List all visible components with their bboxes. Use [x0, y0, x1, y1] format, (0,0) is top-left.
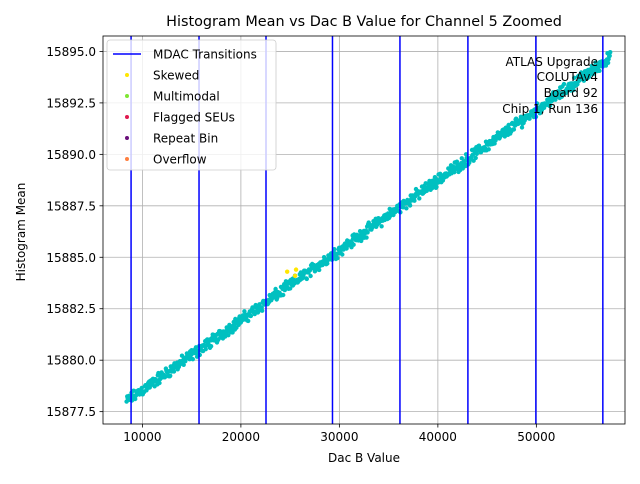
y-tick-label: 15887.5 — [46, 199, 96, 213]
x-tick-label: 10000 — [123, 430, 161, 444]
legend-marker-swatch — [125, 94, 129, 98]
data-point — [273, 286, 278, 292]
data-point — [597, 68, 602, 74]
annotation-line-1: ATLAS Upgrade — [505, 55, 598, 69]
data-point — [364, 235, 369, 240]
skewed-point — [293, 267, 299, 272]
data-point — [325, 261, 330, 266]
legend-box — [106, 39, 277, 171]
data-point — [181, 362, 186, 367]
legend-label: Overflow — [153, 153, 207, 167]
data-point — [412, 198, 417, 203]
data-point — [304, 276, 309, 282]
data-point — [400, 205, 406, 210]
data-point — [591, 70, 597, 76]
data-point — [511, 127, 517, 132]
x-tick-label: 30000 — [320, 430, 358, 444]
y-tick-label: 15890.0 — [46, 148, 96, 162]
data-point — [424, 188, 429, 193]
y-tick-label: 15885.0 — [46, 251, 96, 265]
skewed-point — [284, 269, 290, 274]
data-point — [417, 196, 422, 201]
legend-label: Repeat Bin — [153, 132, 218, 146]
legend-label: Multimodal — [153, 90, 220, 104]
data-point — [407, 203, 413, 208]
x-tick-label: 50000 — [517, 430, 555, 444]
data-point — [561, 81, 567, 87]
data-point — [171, 369, 177, 374]
legend: MDAC Transitions Skewed Multimodal Flagged … — [106, 39, 277, 171]
data-point — [190, 357, 195, 362]
data-point — [452, 170, 457, 175]
legend-marker-swatch — [125, 136, 129, 140]
data-point — [519, 125, 525, 130]
legend-label: Skewed — [153, 69, 199, 83]
data-point — [351, 242, 356, 247]
chart-title: Histogram Mean vs Dac B Value for Channe… — [166, 14, 562, 30]
data-point — [275, 295, 280, 300]
y-tick-label: 15880.0 — [46, 354, 96, 368]
data-point — [242, 309, 247, 314]
y-tick-label: 15892.5 — [46, 96, 96, 110]
data-point — [308, 273, 313, 279]
y-tick-label: 15895.0 — [46, 45, 96, 59]
data-point — [335, 255, 340, 261]
data-point — [572, 75, 577, 81]
data-point — [434, 184, 439, 190]
data-point — [193, 345, 199, 350]
data-point — [404, 206, 409, 211]
data-point — [571, 87, 576, 93]
legend-label: Flagged SEUs — [153, 111, 235, 125]
annotation-line-2: COLUTAv4 — [537, 70, 598, 84]
annotation-line-4: Chip 1, Run 136 — [502, 102, 598, 116]
y-tick-label: 15882.5 — [46, 302, 96, 316]
data-point — [527, 116, 532, 121]
data-point — [226, 333, 231, 338]
data-point — [575, 82, 580, 87]
data-point — [473, 155, 478, 161]
x-tick-label: 20000 — [222, 430, 260, 444]
data-point — [559, 94, 564, 99]
data-point — [163, 374, 168, 379]
annotation-line-3: Board 92 — [544, 86, 598, 100]
skewed-point — [292, 273, 298, 278]
axes-frame — [102, 35, 626, 425]
data-point — [340, 252, 345, 257]
plot-area: 10000 20000 30000 40000 50000 15877.5 15880.0 1… — [46, 35, 626, 444]
legend-marker-swatch — [125, 115, 129, 119]
data-point — [581, 78, 587, 83]
y-axis-label: Histogram Mean — [14, 183, 28, 282]
y-tick-label: 15877.5 — [46, 405, 96, 419]
data-point — [197, 352, 202, 358]
legend-marker-swatch — [125, 73, 129, 77]
data-point — [474, 151, 479, 156]
x-tick-label: 40000 — [419, 430, 457, 444]
data-point — [608, 50, 613, 55]
legend-label: MDAC Transitions — [153, 48, 257, 62]
data-point — [157, 380, 162, 386]
data-point — [208, 344, 214, 349]
data-point — [317, 267, 322, 273]
data-point — [576, 78, 582, 84]
data-point — [379, 224, 384, 229]
data-point — [281, 292, 286, 298]
data-point — [607, 53, 612, 58]
data-point — [133, 396, 138, 402]
data-point — [203, 347, 208, 352]
data-point — [246, 318, 251, 324]
data-point — [486, 147, 491, 152]
data-point — [248, 313, 254, 319]
data-point — [459, 156, 464, 161]
legend-marker-swatch — [125, 157, 129, 161]
data-point — [168, 373, 173, 378]
data-point — [605, 60, 611, 65]
annotation-text: ATLAS Upgrade COLUTAv4 Board 92 Chip 1, … — [502, 55, 598, 116]
data-point — [260, 308, 265, 313]
data-point — [547, 103, 553, 108]
data-point — [288, 286, 293, 291]
data-point — [365, 230, 370, 235]
x-axis-label: Dac B Value — [328, 451, 400, 465]
